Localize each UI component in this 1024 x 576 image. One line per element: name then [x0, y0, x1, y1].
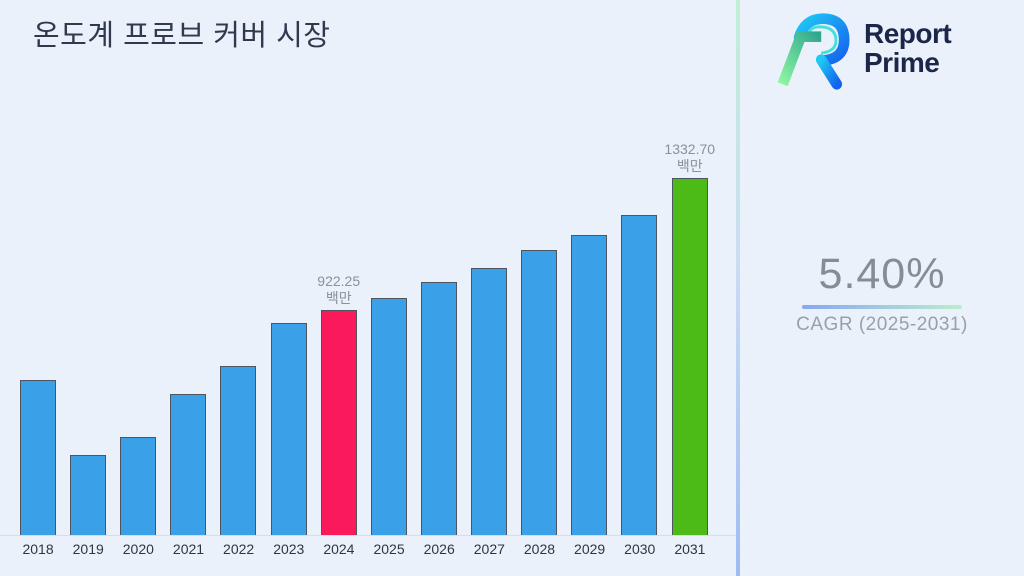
x-axis-label-2018: 2018 [22, 541, 54, 557]
bar-cell-2023 [264, 323, 314, 535]
right-panel: Report Prime 5.40% CAGR (2025-2031) [740, 0, 1024, 576]
market-bar-chart: 922.25 백만 1332.70 백만 2018 2019 2020 2021 2022 20… [0, 0, 738, 576]
bar-2021 [170, 394, 207, 535]
bar-cell-2022 [213, 366, 263, 535]
bar-2018 [20, 380, 57, 535]
bar-2024 [320, 310, 357, 535]
bar-2026 [420, 282, 457, 535]
x-axis-label-2025: 2025 [373, 541, 405, 557]
bar-cell-2027 [464, 268, 514, 535]
brand-name-line1: Report [864, 18, 952, 50]
cagr-caption: CAGR (2025-2031) [796, 314, 968, 335]
brand-logo: Report Prime [772, 8, 952, 90]
bar-2023 [270, 323, 307, 535]
bar-2022 [220, 366, 257, 535]
bar-2030 [621, 215, 658, 535]
x-axis-label-2026: 2026 [423, 541, 455, 557]
bar-value-label-2031: 1332.70 백만 [664, 141, 715, 175]
x-axis-line [0, 535, 738, 536]
vertical-divider [736, 0, 740, 576]
bar-2027 [471, 268, 508, 535]
cagr-block: 5.40% CAGR (2025-2031) [740, 250, 1024, 336]
x-axis-label-2022: 2022 [223, 541, 255, 557]
bar-value-label-2024: 922.25 백만 [317, 273, 360, 307]
bar-cell-2018 [13, 380, 63, 535]
bar-cell-2025 [364, 298, 414, 535]
bar-2029 [571, 235, 608, 535]
bar-area: 922.25 백만 1332.70 백만 [13, 0, 715, 535]
x-axis-label-2023: 2023 [273, 541, 305, 557]
bar-cell-2026 [414, 282, 464, 535]
bar-unit-text-2024: 백만 [325, 290, 352, 306]
brand-name-line2: Prime [864, 47, 940, 78]
x-axis-label-2028: 2028 [523, 541, 556, 557]
page-title: 온도계 프로브 커버 시장 [33, 20, 331, 52]
bar-cell-2019 [63, 455, 113, 535]
bar-value-text-2024: 922.25 [317, 273, 361, 289]
x-axis-label-2031: 2031 [674, 541, 706, 557]
bar-2031 [671, 178, 708, 535]
bar-value-text-2031: 1332.70 [664, 141, 716, 157]
bar-2028 [521, 250, 558, 535]
x-axis-label-2021: 2021 [172, 541, 205, 557]
bar-cell-2020 [113, 437, 163, 535]
bar-cell-2021 [163, 394, 213, 535]
report-prime-logo-icon [777, 13, 850, 90]
bar-cell-2030 [614, 215, 664, 535]
x-axis-label-2029: 2029 [574, 541, 606, 557]
cagr-value: 5.40% [818, 250, 946, 298]
bar-cell-2024: 922.25 백만 [314, 273, 364, 535]
x-axis-label-2030: 2030 [624, 541, 656, 557]
bar-cell-2029 [564, 235, 614, 535]
x-axis-label-2019: 2019 [72, 541, 104, 557]
brand-name: Report Prime [864, 18, 952, 78]
bar-2020 [120, 437, 157, 535]
x-axis-label-2024: 2024 [323, 541, 355, 557]
bar-2025 [370, 298, 407, 535]
bar-cell-2031: 1332.70 백만 [664, 141, 715, 535]
bar-unit-text-2031: 백만 [676, 158, 703, 174]
x-axis-label-2020: 2020 [122, 541, 154, 557]
cagr-underline [802, 305, 962, 309]
x-axis-label-2027: 2027 [473, 541, 505, 557]
x-axis-labels: 2018 2019 2020 2021 2022 2023 2024 2025 2026 2027… [13, 541, 715, 557]
bar-2019 [70, 455, 107, 535]
bar-cell-2028 [514, 250, 564, 535]
